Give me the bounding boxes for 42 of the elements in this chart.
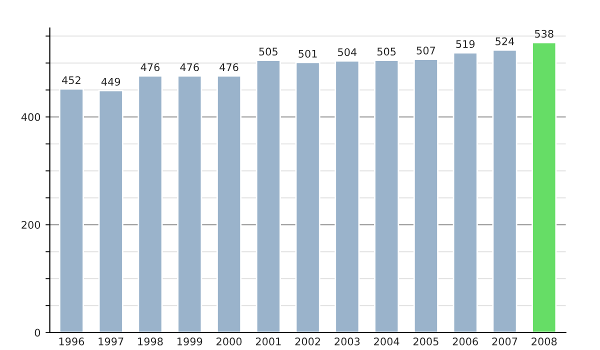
x-tick-label: 2000 <box>216 338 242 346</box>
bar <box>374 60 400 332</box>
data-label: 476 <box>220 63 238 72</box>
data-label: 524 <box>496 37 514 46</box>
x-tick-label: 1996 <box>59 338 84 346</box>
bar <box>256 60 281 332</box>
bar <box>413 58 438 332</box>
bar <box>532 42 557 332</box>
data-label: 507 <box>416 46 436 54</box>
x-tick-label: 2008 <box>532 338 557 346</box>
data-label: 505 <box>377 48 396 56</box>
bar <box>98 90 124 332</box>
y-tick-label: 400 <box>21 113 40 122</box>
x-tick-label: 2003 <box>334 338 360 346</box>
data-label: 538 <box>535 30 554 38</box>
bar <box>492 49 518 332</box>
x-tick-label: 2005 <box>413 338 438 346</box>
x-tick-label: 1997 <box>98 338 124 346</box>
data-label: 504 <box>338 48 357 56</box>
bar <box>138 75 163 332</box>
bar <box>216 75 242 332</box>
bar <box>334 60 360 332</box>
data-label: 519 <box>456 40 475 48</box>
data-label: 476 <box>140 63 160 72</box>
bar <box>452 52 478 332</box>
x-tick-label: 2002 <box>295 338 320 346</box>
bar <box>295 62 320 332</box>
data-label: 501 <box>298 50 317 58</box>
data-label: 505 <box>259 48 278 56</box>
x-tick-label: 1999 <box>178 338 202 346</box>
x-tick-label: 1998 <box>138 338 163 346</box>
x-tick-label: 2004 <box>374 338 400 346</box>
data-label: 449 <box>101 78 120 86</box>
data-label: 476 <box>180 63 199 72</box>
bar <box>58 88 84 332</box>
y-tick-label: 0 <box>34 328 40 337</box>
x-tick-label: 2007 <box>492 338 518 346</box>
y-tick-label: 200 <box>22 220 40 229</box>
data-label: 452 <box>62 76 80 84</box>
x-tick-label: 2006 <box>452 338 478 346</box>
bar <box>177 75 202 332</box>
x-tick-label: 2001 <box>256 338 281 346</box>
